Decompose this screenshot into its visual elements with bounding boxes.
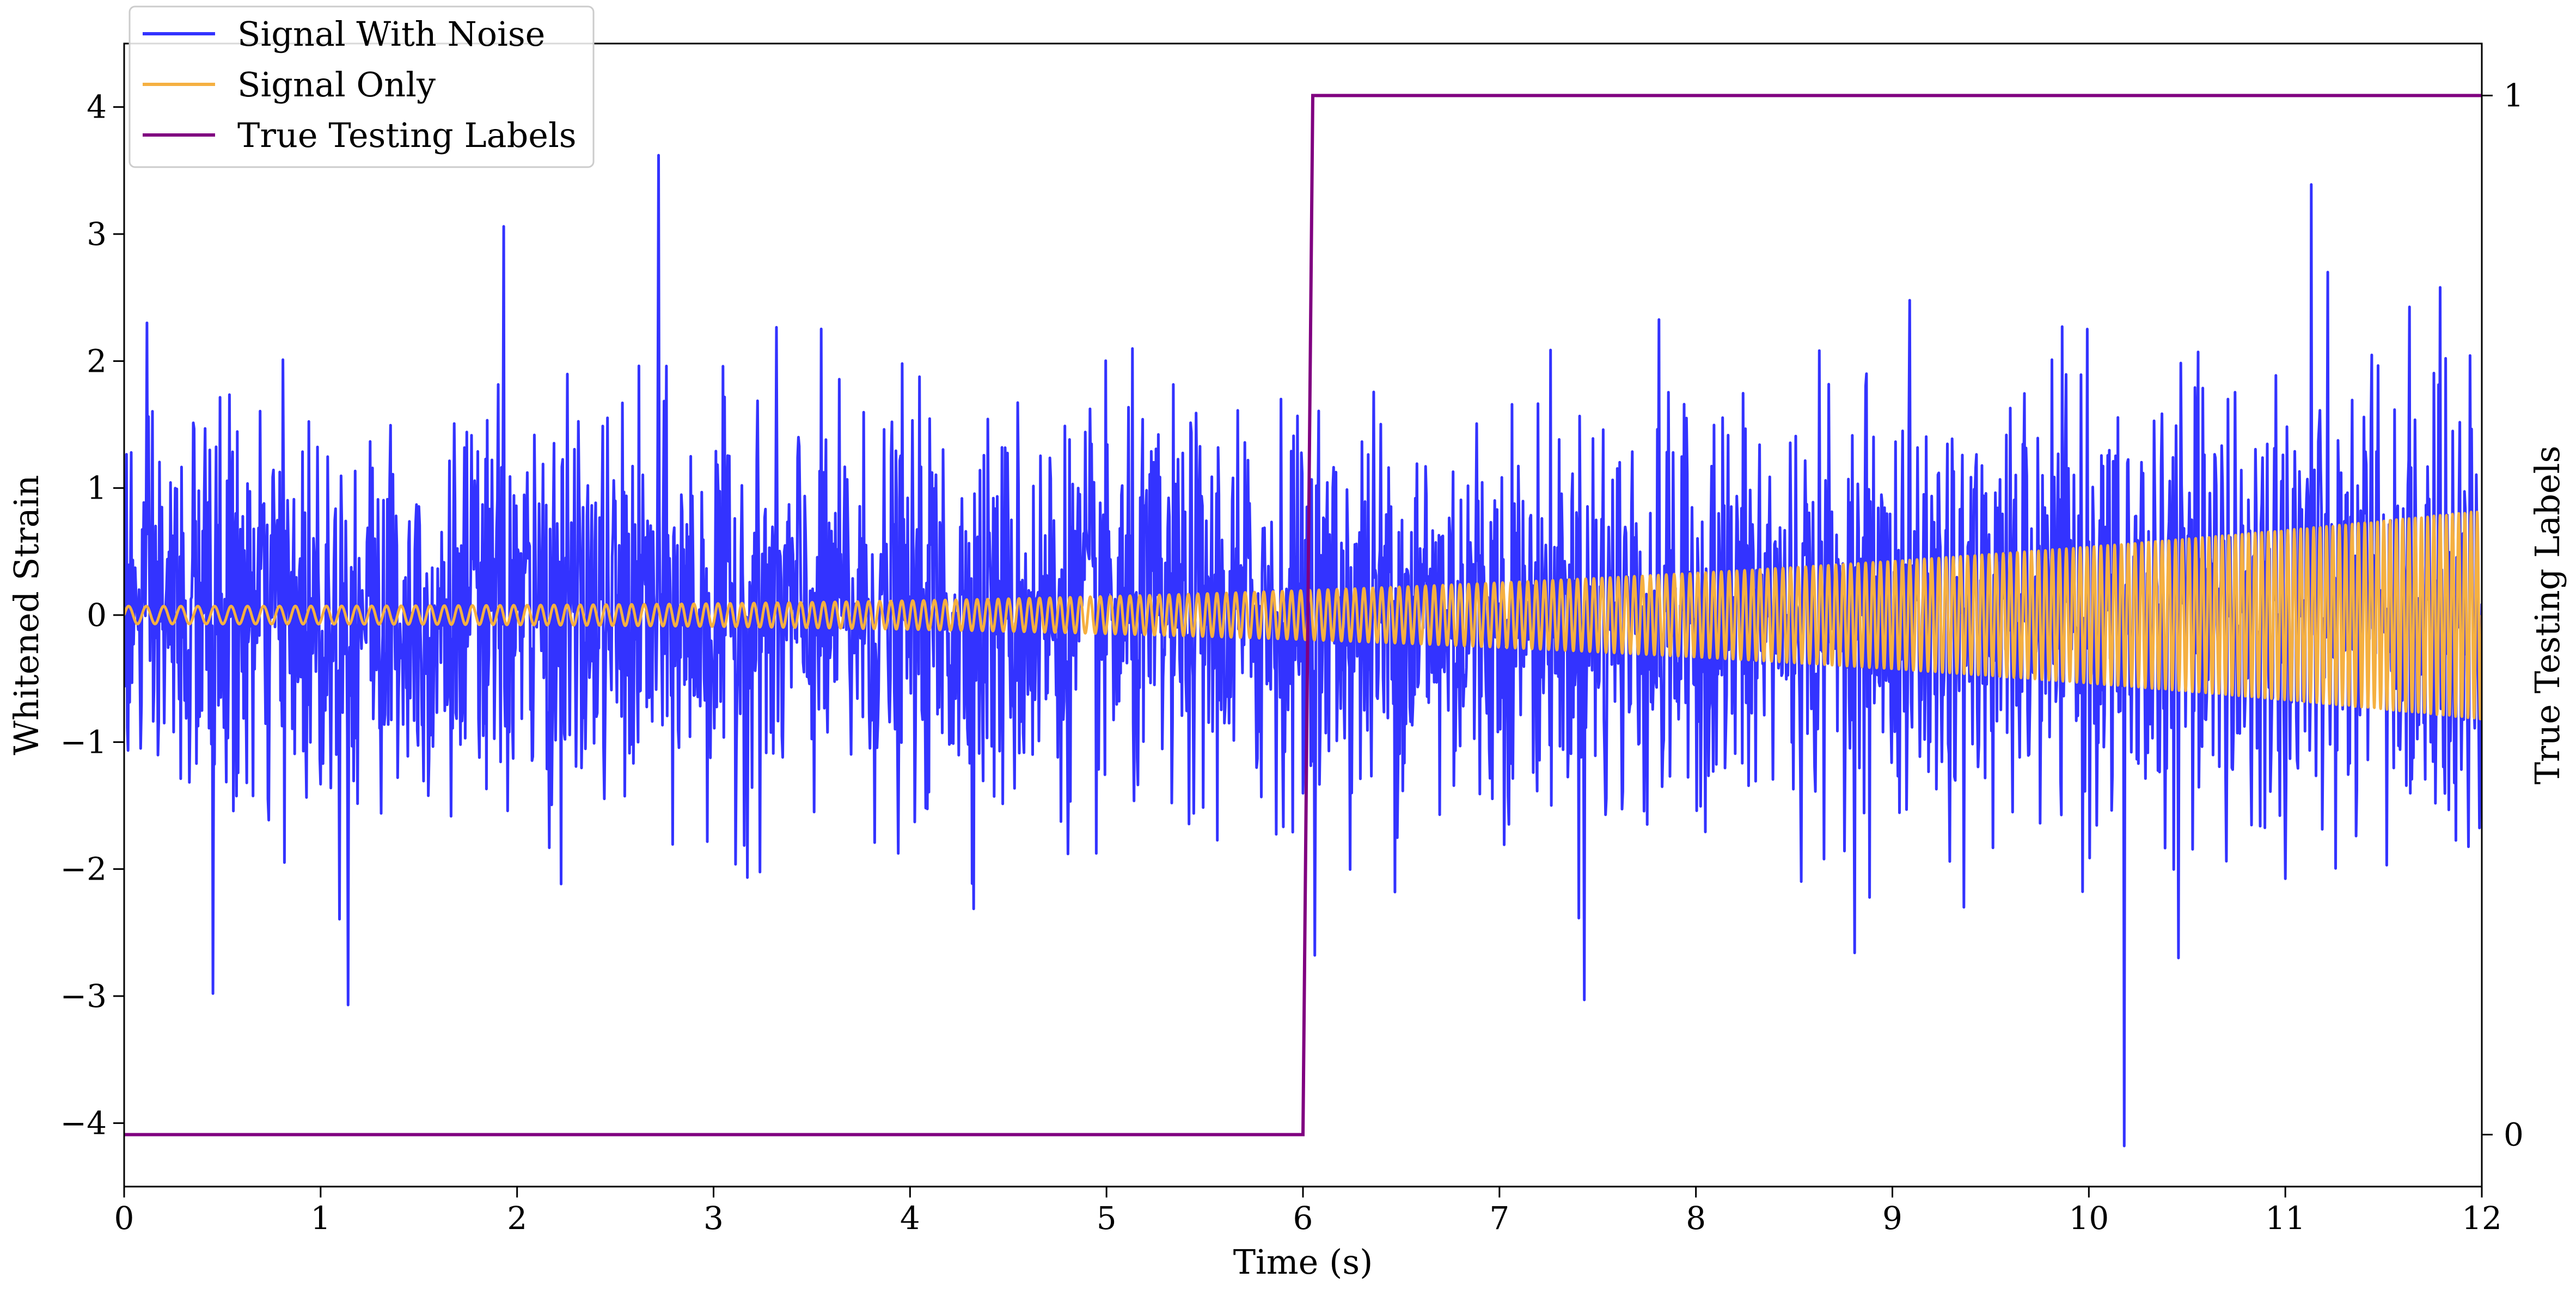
legend-box [129, 5, 595, 168]
legend-label-signal-with-noise: Signal With Noise [237, 14, 545, 54]
series-signal-only [124, 511, 2482, 721]
x-axis-label: Time (s) [1233, 1242, 1373, 1282]
x-tick-label: 10 [2069, 1200, 2109, 1237]
legend: Signal With Noise Signal Only True Testi… [129, 5, 595, 168]
y-tick-label: 3 [87, 216, 107, 253]
x-tick-label: 2 [507, 1200, 527, 1237]
y-tick-label: −4 [60, 1104, 107, 1141]
x-tick-label: 1 [310, 1200, 331, 1237]
y2-axis-label: True Testing Labels [2528, 446, 2567, 785]
y-tick-label: −3 [60, 978, 107, 1015]
x-tick-label: 9 [1882, 1200, 1902, 1237]
y-tick-label: 4 [87, 89, 107, 126]
x-axis: 0 1 2 3 4 5 6 7 8 9 10 11 12 [114, 1187, 2502, 1237]
plot-area [124, 94, 2482, 1147]
y-tick-label: 2 [87, 342, 107, 379]
y2-tick-label: 0 [2504, 1116, 2524, 1153]
y-axis-label: Whitened Strain [7, 475, 46, 756]
x-tick-label: 3 [703, 1200, 724, 1237]
x-tick-label: 4 [900, 1200, 920, 1237]
y2-tick-label: 1 [2504, 77, 2524, 114]
x-tick-label: 11 [2265, 1200, 2305, 1237]
x-tick-label: 8 [1686, 1200, 1706, 1237]
x-tick-label: 7 [1489, 1200, 1509, 1237]
y-tick-label: −1 [60, 723, 107, 760]
y-axis-right: 01 [2482, 77, 2524, 1153]
legend-label-signal-only: Signal Only [237, 65, 436, 105]
x-tick-label: 0 [114, 1200, 134, 1237]
y-axis-left: −4 −3 −2 −1 0 1 2 3 4 [60, 89, 124, 1141]
x-tick-label: 5 [1097, 1200, 1117, 1237]
legend-label-true-testing-labels: True Testing Labels [237, 115, 577, 155]
y-tick-label: 0 [87, 597, 107, 634]
x-tick-label: 6 [1293, 1200, 1313, 1237]
y-tick-label: 1 [87, 470, 107, 507]
series-true-testing-labels [124, 94, 2482, 1137]
y-tick-label: −2 [60, 851, 107, 888]
x-tick-label: 12 [2462, 1200, 2502, 1237]
